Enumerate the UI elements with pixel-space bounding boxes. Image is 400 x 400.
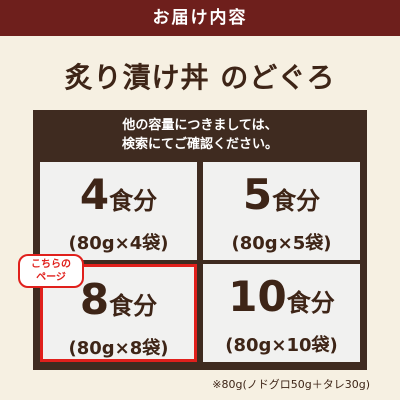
option-detail: (80g×4袋) bbox=[68, 233, 169, 254]
option-card: 5食分 (80g×5袋) bbox=[203, 162, 360, 260]
option-count: 10 bbox=[228, 272, 287, 321]
option-card: 4食分 (80g×4袋) bbox=[40, 162, 197, 260]
option-amount: 10食分 bbox=[203, 274, 360, 329]
option-card: 10食分 (80g×10袋) bbox=[203, 264, 360, 362]
notice-line: 検索にてご確認ください。 bbox=[121, 137, 278, 152]
label-line: こちらの bbox=[31, 259, 71, 270]
current-page-label: こちらの ページ bbox=[18, 254, 84, 288]
option-unit: 食分 bbox=[272, 187, 321, 215]
option-amount: 5食分 bbox=[203, 172, 360, 227]
option-amount: 8食分 bbox=[43, 277, 194, 332]
option-detail: (80g×5袋) bbox=[231, 233, 332, 254]
notice-line: 他の容量につきましては、 bbox=[122, 118, 278, 133]
option-unit: 食分 bbox=[286, 289, 335, 317]
label-line: ページ bbox=[36, 272, 66, 283]
option-amount: 4食分 bbox=[40, 172, 197, 227]
option-count: 8 bbox=[79, 275, 110, 324]
notice: 他の容量につきましては、 検索にてご確認ください。 bbox=[33, 116, 367, 154]
option-detail: (80g×8袋) bbox=[68, 338, 169, 359]
product-title: 炙り漬け丼 のどぐろ bbox=[64, 61, 336, 94]
option-unit: 食分 bbox=[109, 187, 158, 215]
option-unit: 食分 bbox=[109, 292, 158, 320]
option-detail: (80g×10袋) bbox=[225, 335, 338, 356]
footnote: ※80g(ノドグロ50g＋タレ30g) bbox=[212, 378, 370, 391]
option-count: 4 bbox=[79, 170, 110, 219]
option-count: 5 bbox=[242, 170, 273, 219]
header-title: お届け内容 bbox=[0, 0, 400, 36]
